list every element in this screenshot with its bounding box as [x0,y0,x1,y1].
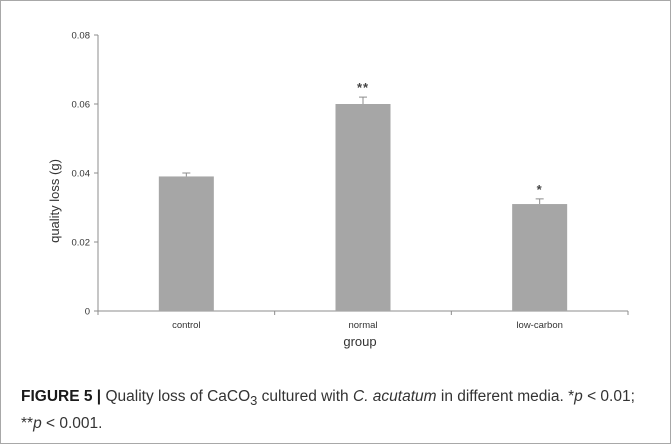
caption-text-5: < 0.001. [41,415,103,433]
caption-subscript: 3 [250,393,258,409]
y-tick-label: 0.02 [72,238,91,249]
y-tick-label: 0.06 [72,100,91,111]
significance-marker: ** [357,80,369,95]
y-tick-label: 0.04 [72,169,91,180]
caption-text-3: in different media. * [436,388,575,405]
bar [512,204,568,311]
caption-text-1: Quality loss of CaCO [101,388,251,405]
x-tick-label: low-carbon [516,320,562,331]
figure-label: FIGURE 5 | [21,388,102,405]
caption-text-2: cultured with [257,388,353,405]
caption-p-2: p [33,415,42,433]
caption-text-4: < 0.01; ** [21,388,635,433]
caption-p-1: p [574,388,583,405]
y-axis-title: quality loss (g) [47,159,62,243]
x-axis-title: group [343,334,376,349]
y-tick-label: 0 [85,307,90,318]
bar [158,176,214,311]
bar [335,104,391,311]
plot-area: 0 0.02 0.04 0.06 0.08 control normal ** low-carb… [72,31,629,331]
figure-caption: FIGURE 5 | Quality loss of CaCO3 culture… [21,385,651,435]
significance-marker: * [537,182,543,197]
x-tick-label: control [172,320,201,331]
bar-chart: 0 0.02 0.04 0.06 0.08 control normal ** low-carb… [47,31,629,349]
caption-species: C. acutatum [353,388,437,405]
y-tick-label: 0.08 [72,31,91,42]
x-tick-label: normal [348,320,377,331]
